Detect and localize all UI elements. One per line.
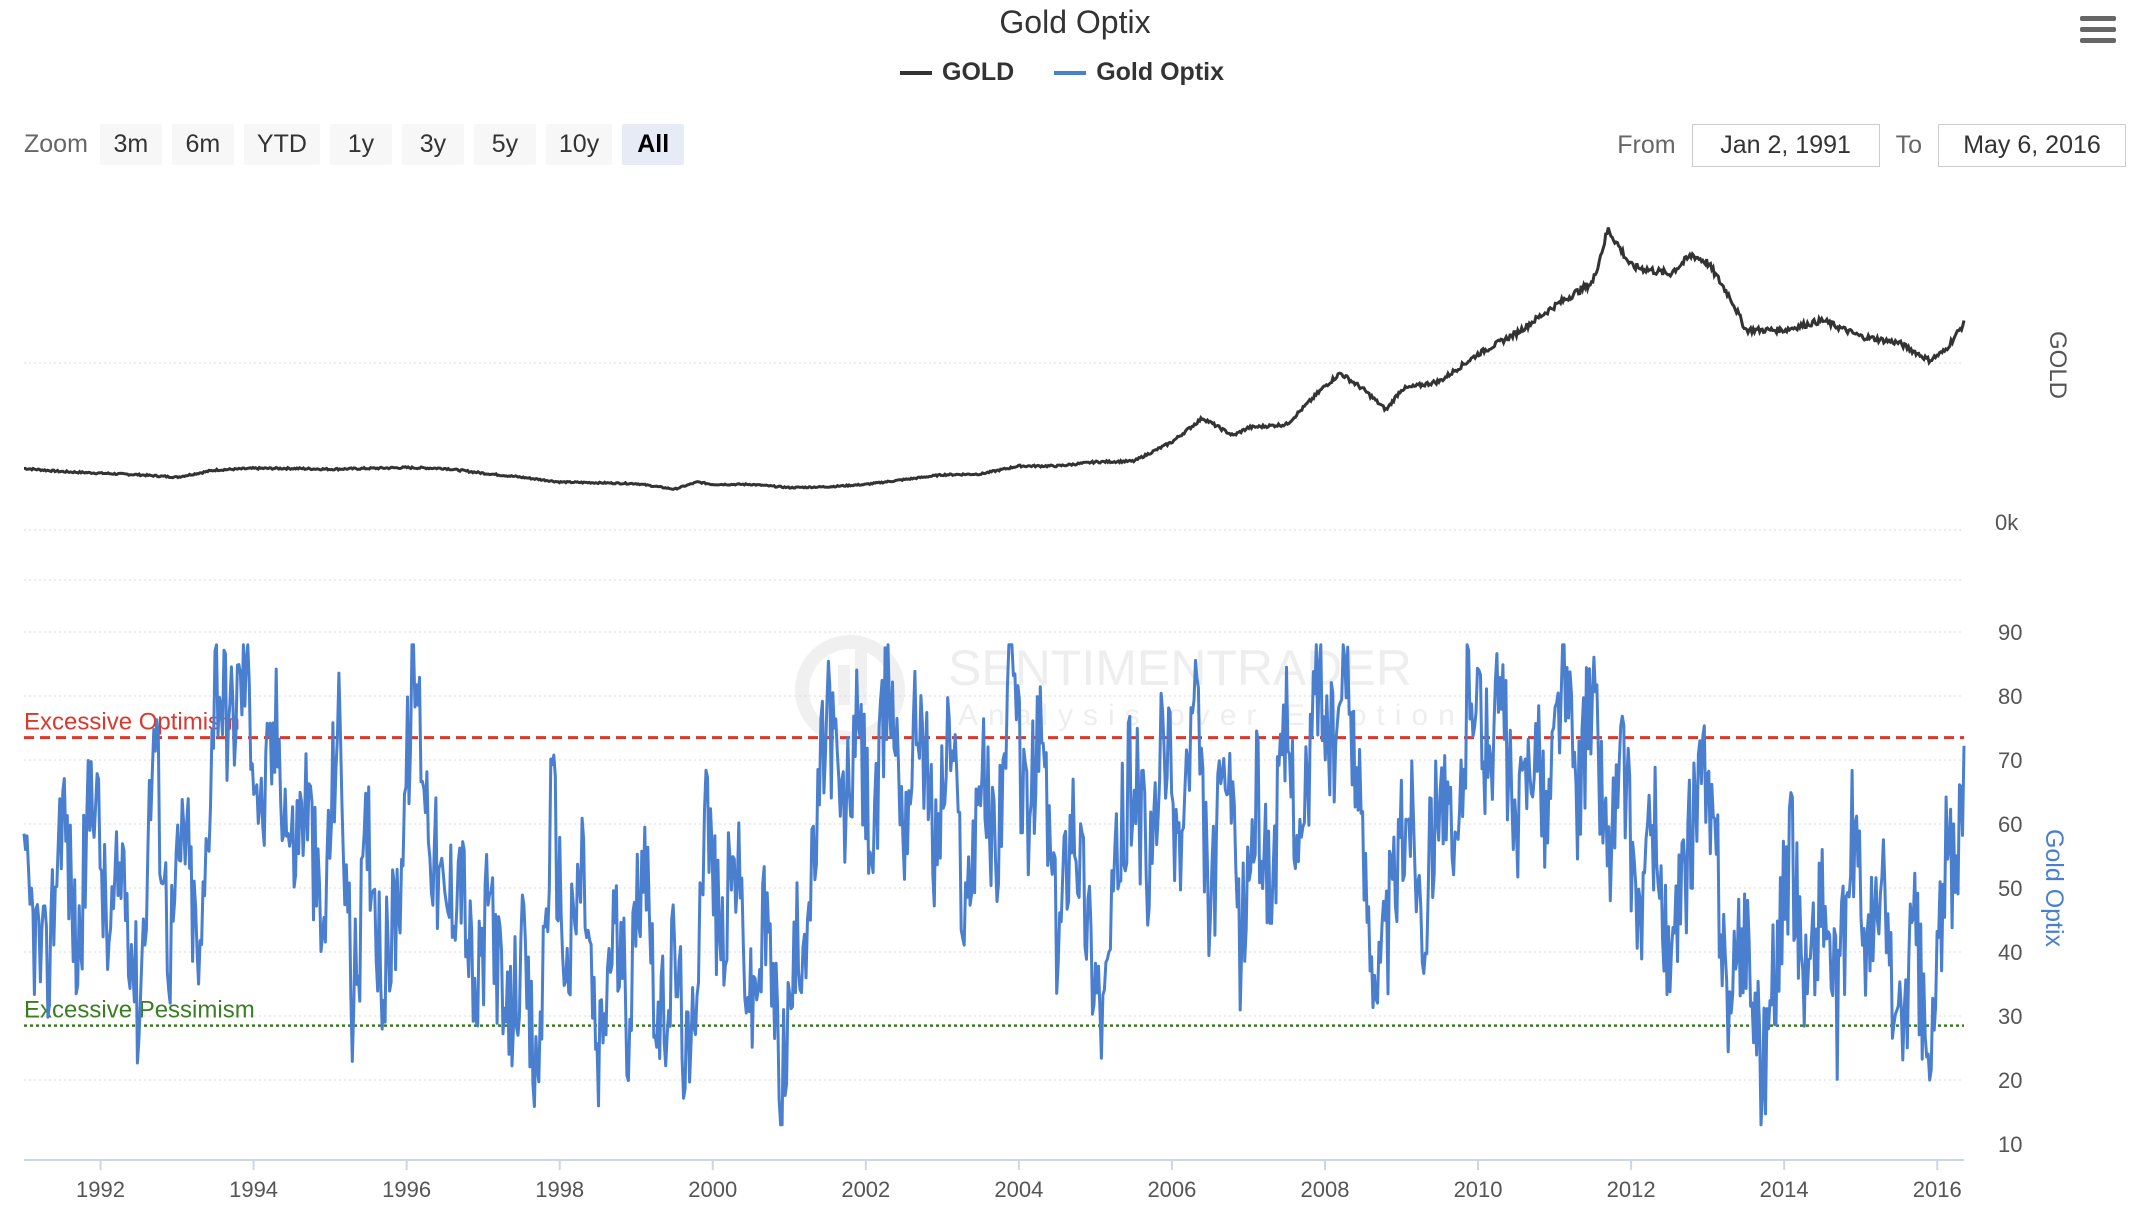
x-axis-tick-label: 2002: [841, 1177, 890, 1202]
watermark-text: SENTIMENTRADER: [948, 640, 1412, 696]
x-axis-tick-label: 2016: [1913, 1177, 1962, 1202]
optix-y-tick-label: 80: [1998, 684, 2022, 709]
gold-optix-series-line: [22, 643, 1966, 1127]
zoom-all-button[interactable]: All: [622, 124, 685, 165]
x-axis-tick-label: 2008: [1301, 1177, 1350, 1202]
x-axis-tick-label: 2012: [1607, 1177, 1656, 1202]
excessive-optimism-label: Excessive Optimism: [24, 709, 240, 736]
zoom-3m-button[interactable]: 3m: [99, 124, 162, 165]
optix-y-tick-label: 90: [1998, 620, 2022, 645]
legend-item-gold[interactable]: GOLD: [900, 58, 1014, 87]
gold-series-line: [24, 227, 1966, 491]
zoom-6m-button[interactable]: 6m: [171, 124, 234, 165]
x-axis-tick-label: 1994: [229, 1177, 278, 1202]
x-axis-tick-label: 1998: [535, 1177, 584, 1202]
watermark-logo: SENTIMENTRADER Analysis over Emotion: [795, 635, 1455, 745]
zoom-10y-button[interactable]: 10y: [545, 124, 613, 165]
legend-swatch-gold: [900, 70, 932, 75]
zoom-controls: Zoom 3m 6m YTD 1y 3y 5y 10y All: [24, 124, 685, 165]
x-axis-tick-label: 1992: [76, 1177, 125, 1202]
gold-y-axis-title: GOLD: [2044, 331, 2071, 399]
from-date-input[interactable]: Jan 2, 1991: [1691, 124, 1880, 167]
legend-label-gold: GOLD: [942, 58, 1015, 86]
optix-y-tick-label: 20: [1998, 1068, 2022, 1093]
optix-y-tick-label: 40: [1998, 940, 2022, 965]
from-label: From: [1617, 131, 1676, 159]
zoom-1y-button[interactable]: 1y: [329, 124, 392, 165]
date-range: From Jan 2, 1991 To May 6, 2016: [1617, 124, 2126, 167]
optix-y-tick-label: 50: [1998, 876, 2022, 901]
legend-item-gold-optix[interactable]: Gold Optix: [1054, 58, 1224, 87]
optix-y-tick-label: 70: [1998, 748, 2022, 773]
legend: GOLD Gold Optix: [900, 58, 1224, 87]
zoom-label: Zoom: [24, 130, 88, 158]
to-label: To: [1895, 131, 1922, 159]
chart-title: Gold Optix: [999, 4, 1151, 40]
optix-y-axis-title: Gold Optix: [2040, 829, 2068, 948]
x-axis-tick-label: 2010: [1454, 1177, 1503, 1202]
to-date-input[interactable]: May 6, 2016: [1938, 124, 2126, 167]
x-axis-tick-label: 1996: [382, 1177, 431, 1202]
x-axis-tick-label: 2006: [1147, 1177, 1196, 1202]
zoom-3y-button[interactable]: 3y: [401, 124, 464, 165]
zoom-ytd-button[interactable]: YTD: [243, 124, 320, 165]
x-axis-tick-label: 2000: [688, 1177, 737, 1202]
optix-y-tick-label: 60: [1998, 812, 2022, 837]
x-axis-tick-label: 2014: [1760, 1177, 1809, 1202]
hamburger-menu-icon[interactable]: [2080, 16, 2116, 50]
zoom-5y-button[interactable]: 5y: [473, 124, 536, 165]
optix-y-tick-label: 30: [1998, 1004, 2022, 1029]
legend-label-gold-optix: Gold Optix: [1096, 58, 1224, 86]
gold-y-tick-label: 0k: [1995, 510, 2019, 535]
legend-swatch-gold-optix: [1054, 70, 1087, 75]
x-axis-tick-label: 2004: [994, 1177, 1043, 1202]
optix-y-tick-label: 10: [1998, 1132, 2022, 1157]
